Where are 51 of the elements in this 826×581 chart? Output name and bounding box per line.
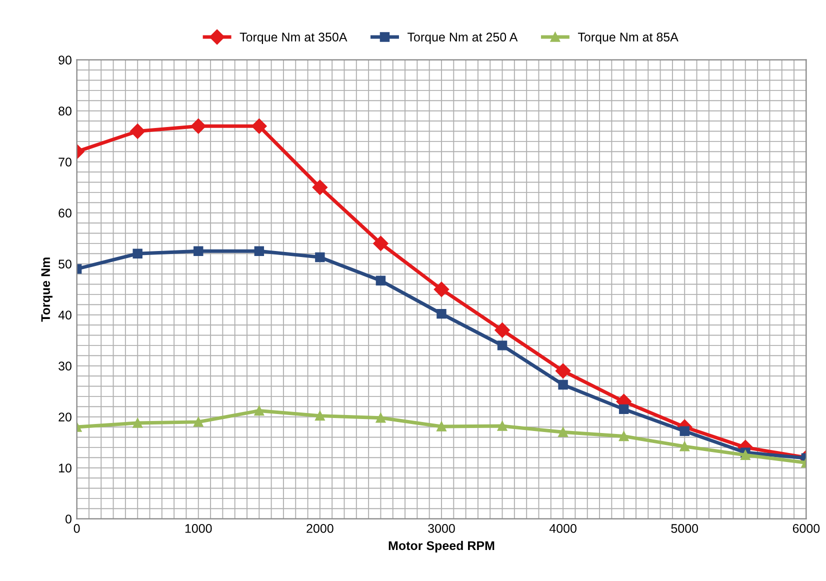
point [680, 426, 690, 436]
x-tick-label: 4000 [549, 524, 576, 533]
point [194, 246, 204, 256]
y-tick-label: 50 [58, 260, 72, 268]
legend-label: Torque Nm at 350A [240, 32, 348, 44]
y-tick-label: 0 [65, 514, 72, 524]
point [555, 363, 571, 379]
x-axis-title: Motor Speed RPM [388, 540, 494, 553]
point [618, 431, 629, 442]
x-tick-label: 0 [74, 524, 80, 533]
point [494, 322, 510, 338]
point [436, 308, 446, 319]
point [497, 421, 508, 431]
point [130, 124, 146, 139]
x-tick-label: 2000 [306, 524, 334, 533]
legend-label: Torque Nm at 85A [578, 32, 678, 44]
y-tick-label: 30 [58, 362, 72, 370]
y-tick-label: 60 [58, 208, 72, 218]
point [436, 422, 446, 432]
x-tick-label: 3000 [428, 524, 455, 533]
point [373, 236, 388, 252]
point [558, 380, 568, 390]
y-axis-title: Torque Nm [41, 258, 52, 322]
y-tick-label: 90 [58, 56, 72, 64]
y-tick-label: 10 [59, 464, 72, 472]
point [497, 340, 508, 350]
y-tick-label: 80 [58, 106, 72, 116]
point [190, 118, 206, 134]
legend-label: Torque Nm at 250 A [408, 32, 518, 44]
point [252, 118, 267, 134]
point [132, 418, 142, 428]
point [194, 417, 204, 427]
x-tick-label: 1000 [185, 524, 212, 533]
point [680, 442, 690, 452]
point [254, 246, 264, 256]
point [740, 450, 750, 460]
x-tick-label: 6000 [792, 524, 820, 533]
point [132, 248, 142, 258]
point [312, 180, 328, 195]
y-tick-label: 70 [58, 158, 72, 166]
point [376, 412, 386, 423]
point [618, 404, 629, 414]
point [434, 282, 450, 297]
point [254, 406, 264, 416]
y-tick-label: 40 [58, 310, 72, 320]
point [315, 252, 325, 262]
point [376, 276, 386, 286]
x-tick-label: 5000 [671, 524, 698, 533]
point [315, 410, 325, 421]
y-tick-label: 20 [58, 412, 72, 422]
point [558, 427, 568, 437]
